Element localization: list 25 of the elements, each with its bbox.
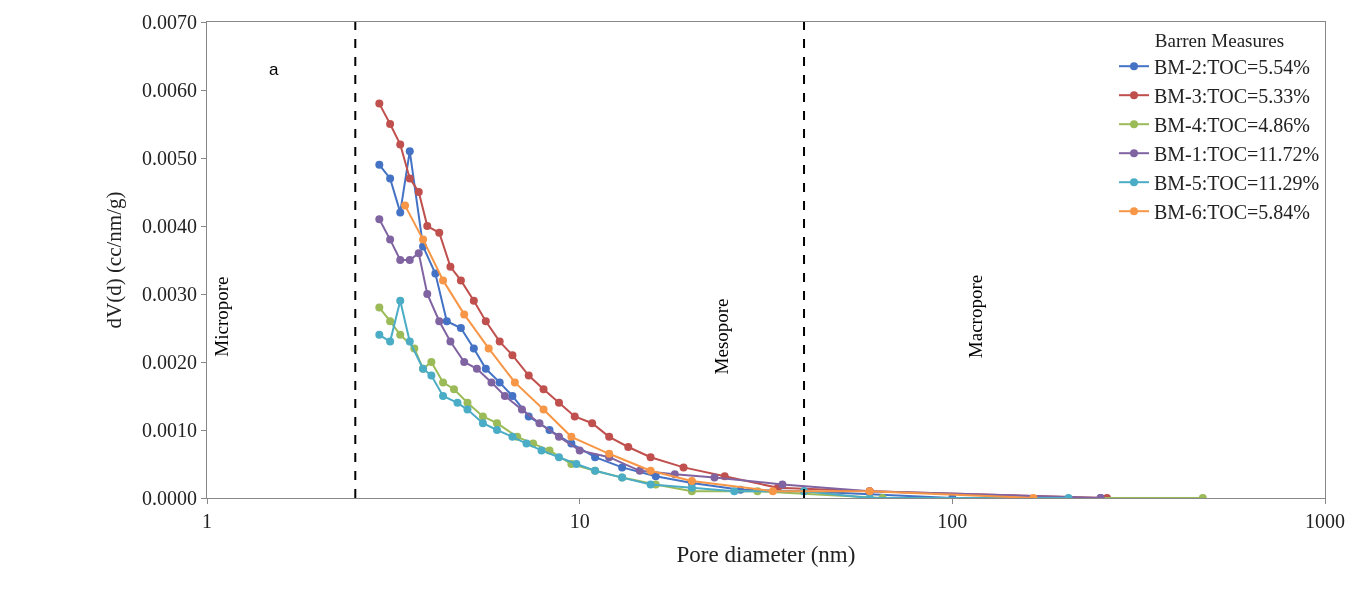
x-tick-label: 1000: [1305, 510, 1345, 532]
x-tick-label: 100: [937, 510, 968, 532]
legend-label: BM-6:TOC=5.84%: [1154, 201, 1310, 223]
y-tick-label: 0.0000: [142, 487, 197, 509]
legend-label: BM-5:TOC=11.29%: [1154, 172, 1320, 194]
annotation: Micropore: [211, 276, 233, 357]
legend-label: BM-4:TOC=4.86%: [1154, 114, 1310, 136]
y-axis-title: dV(d) (cc/nm/g): [102, 191, 127, 329]
annotation: Mesopore: [711, 298, 733, 375]
annotation: Macropore: [964, 274, 986, 359]
legend-label: BM-2:TOC=5.54%: [1154, 56, 1310, 78]
y-tick-label: 0.0070: [142, 11, 197, 33]
y-tick-label: 0.0050: [142, 147, 197, 169]
y-tick-label: 0.0020: [142, 351, 197, 373]
y-tick-label: 0.0040: [142, 215, 197, 237]
y-tick-label: 0.0030: [142, 283, 197, 305]
y-tick-label: 0.0060: [142, 79, 197, 101]
legend-label: BM-1:TOC=11.72%: [1154, 143, 1320, 165]
x-tick-label: 10: [569, 510, 590, 532]
x-tick-label: 1: [202, 510, 212, 532]
legend-label: BM-3:TOC=5.33%: [1154, 85, 1310, 107]
y-tick-label: 0.0010: [142, 419, 197, 441]
x-axis-title: Pore diameter (nm): [676, 541, 856, 567]
annotation: a: [269, 60, 279, 79]
legend-title: Barren Measures: [1154, 29, 1285, 51]
